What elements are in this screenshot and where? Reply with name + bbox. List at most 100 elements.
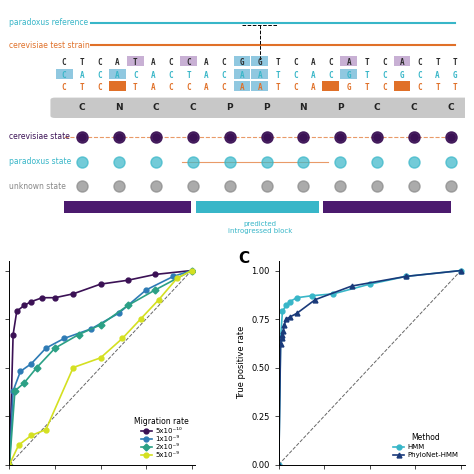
Text: C: C xyxy=(186,83,191,92)
FancyBboxPatch shape xyxy=(109,81,126,91)
HMM xyxy=(283,302,289,308)
Text: predicted
introgressed block: predicted introgressed block xyxy=(228,221,292,234)
Text: G: G xyxy=(400,71,404,80)
PhyloNet-HMM xyxy=(287,314,292,320)
2x10⁻⁹ xyxy=(76,332,82,337)
Text: N: N xyxy=(300,103,307,112)
Text: G: G xyxy=(346,83,351,92)
Text: T: T xyxy=(328,83,333,92)
FancyBboxPatch shape xyxy=(393,81,410,91)
5x10⁻¹⁰ xyxy=(125,277,131,283)
Text: C: C xyxy=(382,58,387,67)
5x10⁻¹⁰ xyxy=(7,462,12,467)
PhyloNet-HMM xyxy=(278,341,283,347)
5x10⁻¹⁰ xyxy=(98,281,103,287)
1x10⁻⁹ xyxy=(10,388,16,393)
FancyBboxPatch shape xyxy=(55,69,73,79)
FancyBboxPatch shape xyxy=(251,56,268,66)
Text: C: C xyxy=(410,103,417,112)
Text: C: C xyxy=(328,58,333,67)
Text: C: C xyxy=(418,83,422,92)
FancyBboxPatch shape xyxy=(50,98,469,118)
2x10⁻⁹ xyxy=(21,380,27,386)
1x10⁻⁹ xyxy=(28,361,34,366)
HMM xyxy=(278,336,283,341)
Text: C: C xyxy=(190,103,196,112)
Text: A: A xyxy=(204,71,209,80)
Text: T: T xyxy=(275,83,280,92)
PhyloNet-HMM xyxy=(276,462,282,467)
Text: cerevisiae test strain: cerevisiae test strain xyxy=(9,41,90,50)
Text: C: C xyxy=(418,58,422,67)
Text: A: A xyxy=(257,71,262,80)
5x10⁻¹⁰ xyxy=(39,295,45,301)
Text: P: P xyxy=(227,103,233,112)
PhyloNet-HMM xyxy=(349,283,355,289)
Text: C: C xyxy=(447,103,454,112)
5x10⁻⁹ xyxy=(119,336,125,341)
FancyBboxPatch shape xyxy=(234,81,250,91)
1x10⁻⁹ xyxy=(18,369,23,374)
Text: C: C xyxy=(97,58,102,67)
FancyBboxPatch shape xyxy=(340,56,357,66)
Legend: HMM, PhyloNet-HMM: HMM, PhyloNet-HMM xyxy=(391,430,461,461)
Text: paradoxus state: paradoxus state xyxy=(9,157,72,166)
1x10⁻⁹ xyxy=(143,287,149,293)
Text: C: C xyxy=(62,83,66,92)
Legend: 5x10⁻¹⁰, 1x10⁻⁹, 2x10⁻⁹, 5x10⁻⁹: 5x10⁻¹⁰, 1x10⁻⁹, 2x10⁻⁹, 5x10⁻⁹ xyxy=(131,414,192,461)
Text: G: G xyxy=(115,83,120,92)
1x10⁻⁹ xyxy=(116,310,121,316)
Text: A: A xyxy=(204,83,209,92)
PhyloNet-HMM xyxy=(403,273,409,279)
Text: C: C xyxy=(168,58,173,67)
Text: T: T xyxy=(364,71,369,80)
HMM xyxy=(309,293,314,299)
Y-axis label: True positive rate: True positive rate xyxy=(237,326,246,400)
2x10⁻⁹ xyxy=(152,287,158,293)
1x10⁻⁹ xyxy=(61,336,67,341)
1x10⁻⁹ xyxy=(7,462,12,467)
Bar xyxy=(196,201,319,213)
5x10⁻⁹ xyxy=(138,316,144,322)
5x10⁻⁹ xyxy=(28,433,34,438)
FancyBboxPatch shape xyxy=(393,56,410,66)
5x10⁻¹⁰ xyxy=(14,309,19,314)
Text: C: C xyxy=(382,71,387,80)
Line: 5x10⁻⁹: 5x10⁻⁹ xyxy=(7,268,194,467)
Text: C: C xyxy=(374,103,381,112)
Text: A: A xyxy=(115,58,120,67)
Text: T: T xyxy=(453,58,458,67)
5x10⁻⁹ xyxy=(98,355,103,361)
Text: A: A xyxy=(311,58,315,67)
Text: G: G xyxy=(240,58,244,67)
Text: A: A xyxy=(151,71,155,80)
Text: A: A xyxy=(257,83,262,92)
Text: P: P xyxy=(337,103,344,112)
Text: C: C xyxy=(222,58,227,67)
Line: 1x10⁻⁹: 1x10⁻⁹ xyxy=(7,268,194,467)
2x10⁻⁹ xyxy=(7,462,12,467)
Text: C: C xyxy=(222,83,227,92)
Text: C: C xyxy=(133,71,137,80)
Text: C: C xyxy=(97,71,102,80)
Text: C: C xyxy=(97,83,102,92)
FancyBboxPatch shape xyxy=(127,56,144,66)
FancyBboxPatch shape xyxy=(322,81,339,91)
Text: P: P xyxy=(263,103,270,112)
Text: A: A xyxy=(240,83,244,92)
Text: A: A xyxy=(400,83,404,92)
Text: C: C xyxy=(328,71,333,80)
Text: C: C xyxy=(293,83,298,92)
HMM xyxy=(458,268,464,273)
Text: C: C xyxy=(168,83,173,92)
5x10⁻¹⁰ xyxy=(28,299,34,304)
Text: paradoxus reference: paradoxus reference xyxy=(9,18,89,27)
Text: G: G xyxy=(346,71,351,80)
Text: T: T xyxy=(435,58,440,67)
Text: A: A xyxy=(80,71,84,80)
Text: T: T xyxy=(435,83,440,92)
Text: cerevisiae state: cerevisiae state xyxy=(9,132,70,141)
PhyloNet-HMM xyxy=(458,268,464,273)
5x10⁻¹⁰ xyxy=(70,291,76,297)
Text: A: A xyxy=(115,71,120,80)
